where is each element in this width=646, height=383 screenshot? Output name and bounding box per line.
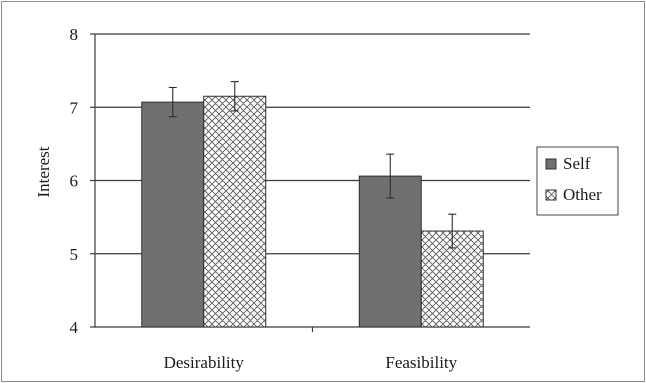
legend-label-self: Self: [563, 154, 591, 173]
y-tick-label-4: 4: [70, 318, 79, 337]
bar-other-desirability: [203, 95, 267, 328]
legend-swatch-other: [545, 189, 557, 201]
y-axis-label: Interest: [34, 146, 53, 197]
y-tick-label-7: 7: [70, 98, 79, 117]
bar-self-feasibility: [358, 175, 422, 328]
legend-swatch-self: [545, 158, 557, 170]
x-tick-label-desirability: Desirability: [164, 353, 245, 372]
legend-box: [536, 146, 619, 216]
y-tick-label-6: 6: [70, 172, 79, 191]
legend-label-other: Other: [563, 185, 602, 204]
x-tick-labels: Desirability Feasibility: [164, 353, 458, 372]
legend: Self Other: [536, 146, 619, 216]
bars: [141, 95, 484, 328]
y-tick-label-5: 5: [70, 245, 79, 264]
y-tick-label-8: 8: [70, 25, 79, 44]
error-bars: [168, 81, 457, 249]
y-tick-labels: 4 5 6 7 8: [70, 25, 79, 337]
x-tick-label-feasibility: Feasibility: [385, 353, 457, 372]
bar-self-desirability: [141, 101, 205, 328]
